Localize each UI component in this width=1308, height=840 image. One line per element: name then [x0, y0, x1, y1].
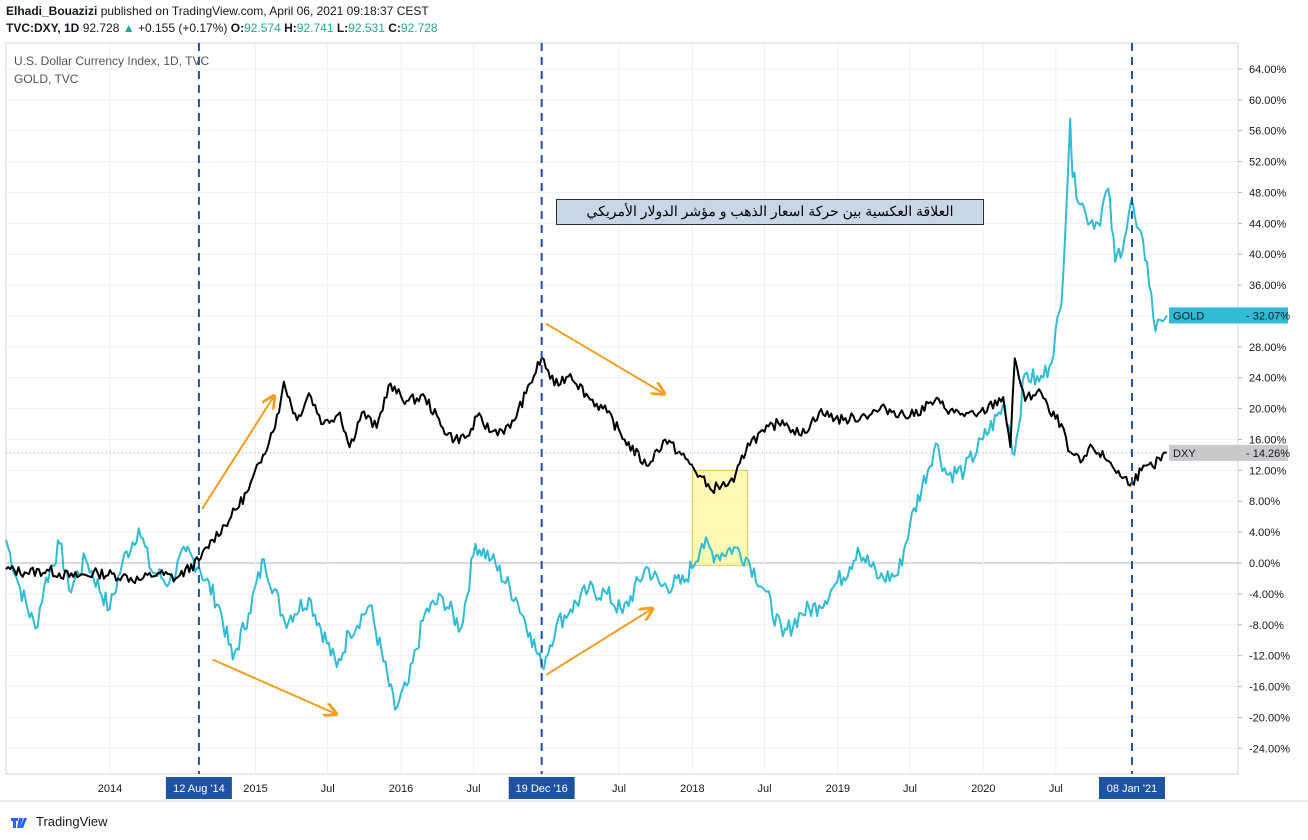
y-tick-label: 36.00%: [1249, 280, 1287, 292]
tradingview-footer[interactable]: TradingView: [10, 814, 108, 829]
gold-name-box: [1169, 307, 1238, 324]
y-tick-label: 16.00%: [1249, 434, 1287, 446]
change-up-icon: ▲: [122, 21, 135, 35]
date-marker-label: 12 Aug '14: [173, 783, 225, 795]
y-tick-label: 20.00%: [1249, 404, 1287, 416]
date-marker-label: 19 Dec '16: [516, 783, 568, 795]
publish-info: Elhadi_Bouazizi published on TradingView…: [6, 4, 429, 18]
published-text: published on TradingView.com, April 06, …: [100, 4, 429, 18]
x-tick-label: Jul: [1049, 783, 1063, 795]
y-tick-label: -24.00%: [1249, 743, 1290, 755]
date-marker-label: 08 Jan '21: [1107, 783, 1157, 795]
dxy-tag: DXY - 14.26%: [1169, 444, 1290, 461]
chart-annotation-text[interactable]: العلاقة العكسية بين حركة اسعار الذهب و م…: [556, 199, 984, 225]
date-marker-tag: [508, 777, 575, 799]
y-tick-label: 64.00%: [1249, 64, 1287, 76]
y-tick-label: -12.00%: [1249, 651, 1290, 663]
x-tick-label: 2016: [389, 783, 413, 795]
price-change: +0.155 (+0.17%): [137, 21, 228, 35]
trend-arrow: [212, 658, 335, 714]
open-label: O:: [230, 21, 245, 35]
trend-arrow: [545, 322, 663, 393]
x-tick-label: 2015: [243, 783, 267, 795]
gold-value-box: [1238, 307, 1288, 324]
x-tick-label: Jul: [903, 783, 917, 795]
dxy-name-label: DXY: [1173, 448, 1196, 460]
gold-tag: GOLD - 32.07%: [1169, 307, 1290, 324]
y-tick-label: -16.00%: [1249, 682, 1290, 694]
publisher-name[interactable]: Elhadi_Bouazizi: [6, 4, 98, 18]
gold-name-label: GOLD: [1173, 310, 1204, 322]
open-value: 92.574: [244, 21, 281, 35]
y-tick-label: 40.00%: [1249, 249, 1287, 261]
y-tick-label: 28.00%: [1249, 342, 1287, 354]
y-tick-label: 60.00%: [1249, 95, 1287, 107]
trend-arrow: [545, 609, 651, 676]
y-tick-label: 24.00%: [1249, 373, 1287, 385]
x-tick-label: Jul: [321, 783, 335, 795]
low-value: 92.531: [348, 21, 385, 35]
y-tick-label: 52.00%: [1249, 157, 1287, 169]
x-tick-label: Jul: [612, 783, 626, 795]
tradingview-logo-icon: [11, 817, 27, 828]
y-tick-label: -20.00%: [1249, 712, 1290, 724]
dxy-name-box: [1169, 444, 1238, 461]
x-tick-label: 2014: [98, 783, 122, 795]
close-label: C:: [388, 21, 401, 35]
last-price: 92.728: [82, 21, 120, 35]
trend-arrow: [201, 397, 273, 510]
y-tick-label: -8.00%: [1249, 620, 1284, 632]
date-marker-tag: [1098, 777, 1165, 799]
x-tick-label: 2020: [971, 783, 995, 795]
dxy-value-box: [1238, 444, 1288, 461]
high-value: 92.741: [296, 21, 334, 35]
main-series-legend[interactable]: U.S. Dollar Currency Index, 1D, TVC: [14, 54, 210, 68]
close-value: 92.728: [400, 21, 438, 35]
series-line-dxy: [5, 356, 1168, 585]
dxy-value-label: - 14.26%: [1246, 448, 1290, 460]
series-line-gold: [5, 118, 1168, 711]
x-tick-label: 2018: [680, 783, 704, 795]
date-marker-tag: [165, 777, 232, 799]
symbol-ohlc-bar: TVC:DXY, 1D 92.728 ▲ +0.155 (+0.17%) O:9…: [6, 21, 438, 35]
x-tick-label: 2019: [826, 783, 850, 795]
low-label: L:: [336, 21, 349, 35]
y-tick-label: 12.00%: [1249, 465, 1287, 477]
y-tick-label: 4.00%: [1249, 527, 1280, 539]
high-label: H:: [284, 21, 297, 35]
y-tick-label: 56.00%: [1249, 126, 1287, 138]
y-tick-label: 0.00%: [1249, 558, 1280, 570]
tradingview-brand: TradingView: [36, 814, 108, 829]
y-tick-label: 8.00%: [1249, 496, 1280, 508]
symbol-label[interactable]: TVC:DXY, 1D: [6, 21, 80, 35]
x-tick-label: Jul: [757, 783, 771, 795]
y-tick-label: 44.00%: [1249, 218, 1287, 230]
y-tick-label: -4.00%: [1249, 589, 1284, 601]
y-tick-label: 48.00%: [1249, 187, 1287, 199]
compare-series-legend[interactable]: GOLD, TVC: [14, 72, 79, 86]
gold-value-label: - 32.07%: [1246, 310, 1290, 322]
x-tick-label: Jul: [466, 783, 480, 795]
